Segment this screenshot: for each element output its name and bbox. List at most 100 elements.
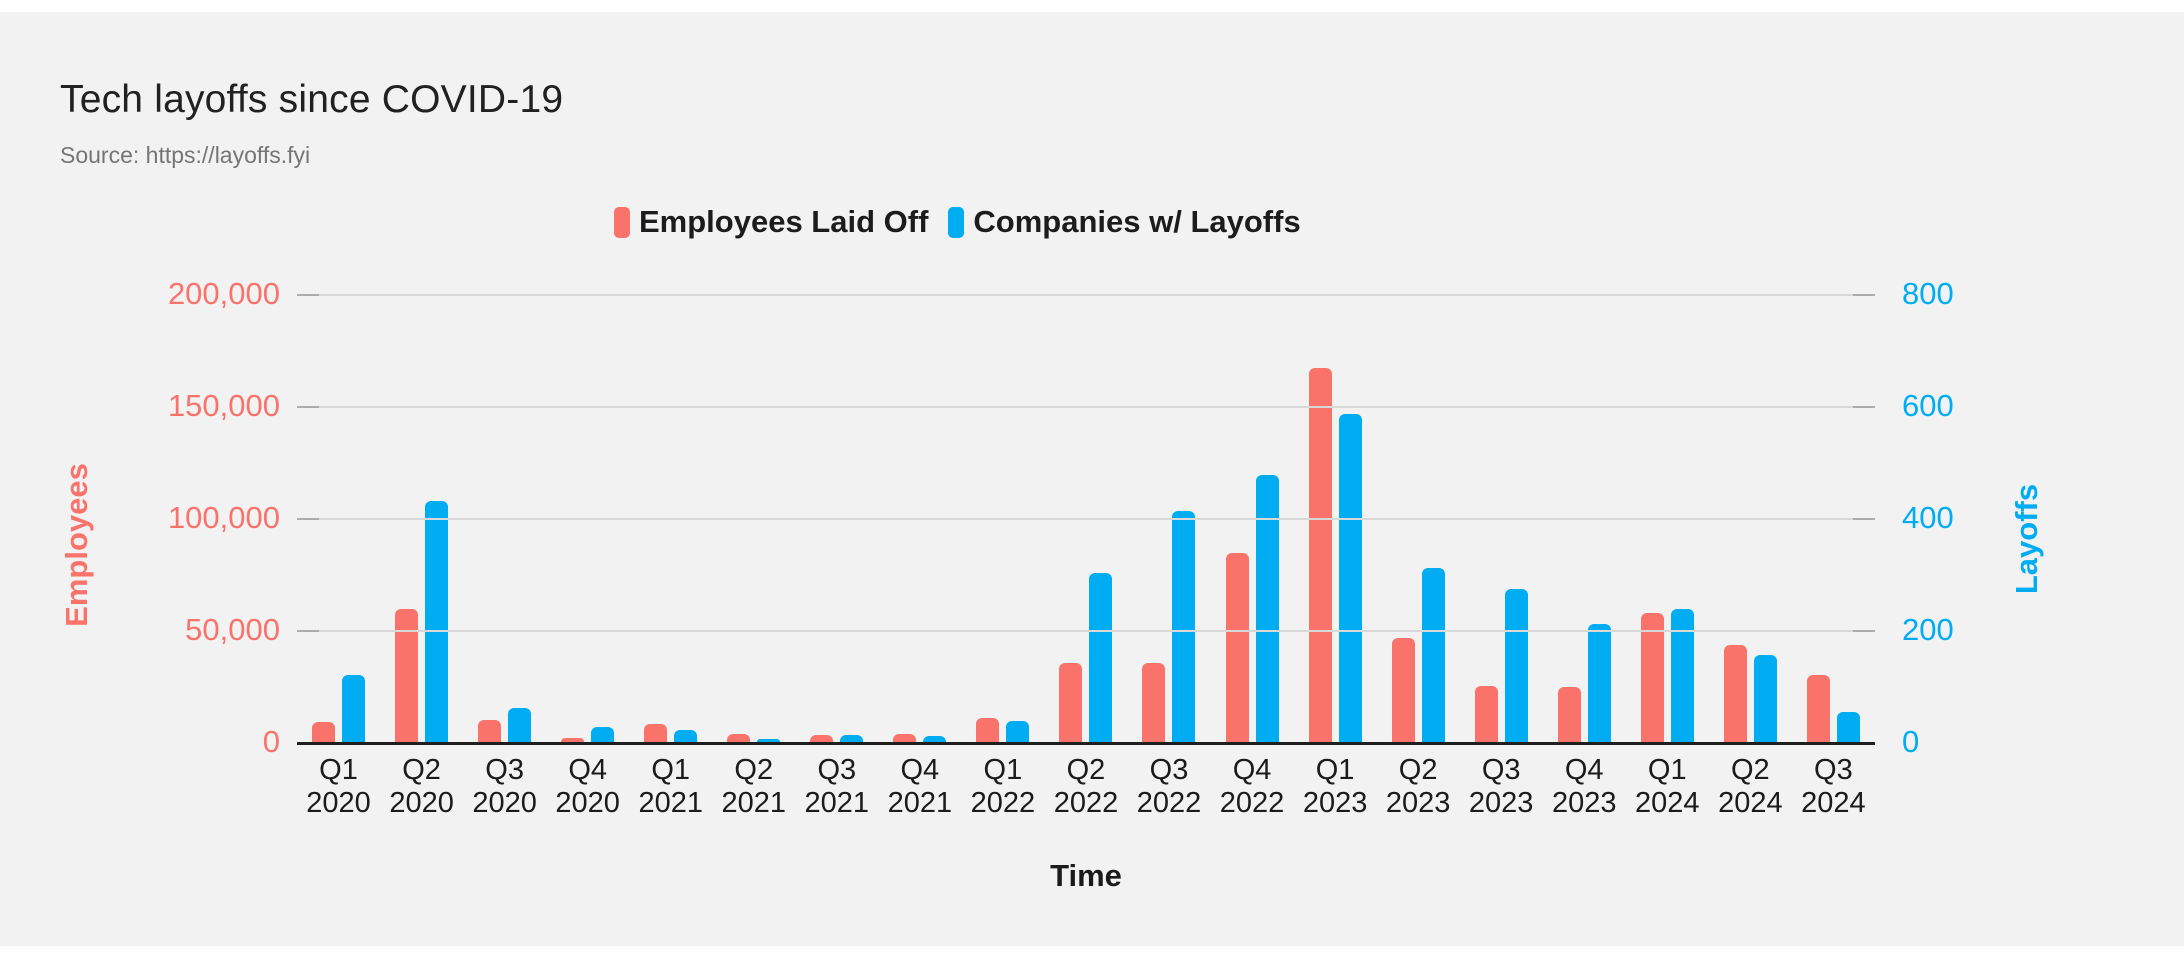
legend-item-companies[interactable]: Companies w/ Layoffs: [948, 204, 1301, 240]
left-axis-tick-mark: [297, 630, 319, 632]
bar-group-q2-2024: [1709, 294, 1792, 742]
bar-employees-q2-2020[interactable]: [395, 608, 419, 742]
x-tick-label-q1-2022: Q1 2022: [970, 754, 1036, 819]
bar-group-q3-2024: [1792, 294, 1875, 742]
left-axis-tick-mark: [297, 294, 319, 296]
bar-companies-q2-2024[interactable]: [1753, 655, 1777, 742]
layoffs-axis-tick-label: 0: [1902, 724, 1920, 759]
bar-employees-q3-2022[interactable]: [1142, 662, 1166, 742]
bar-groups: [297, 294, 1875, 742]
bar-group-q2-2021: [712, 294, 795, 742]
bar-companies-q3-2022[interactable]: [1172, 510, 1196, 742]
bar-employees-q2-2024[interactable]: [1723, 645, 1747, 742]
bar-group-q3-2020: [463, 294, 546, 742]
legend-label: Companies w/ Layoffs: [973, 204, 1301, 239]
bar-companies-q3-2023[interactable]: [1504, 589, 1528, 742]
legend-item-employees[interactable]: Employees Laid Off: [614, 204, 928, 240]
x-tick-label-q3-2022: Q3 2022: [1136, 754, 1202, 819]
bar-employees-q1-2022[interactable]: [976, 718, 1000, 742]
bar-companies-q2-2020[interactable]: [425, 501, 449, 742]
x-tick-label-q1-2021: Q1 2021: [638, 754, 703, 819]
bar-group-q2-2020: [380, 294, 463, 742]
chart-title: Tech layoffs since COVID-19: [60, 78, 564, 121]
layoffs-axis-tick-label: 600: [1902, 388, 1954, 423]
right-axis-tick-mark: [1853, 630, 1875, 632]
left-axis-tick-mark: [297, 518, 319, 520]
x-tick-label-q2-2021: Q2 2021: [721, 754, 787, 819]
chart-surface: Tech layoffs since COVID-19 Source: http…: [0, 12, 2184, 946]
legend-swatch-icon: [614, 206, 630, 238]
layoffs-axis-tick-label: 800: [1902, 276, 1954, 311]
layoffs-axis-tick-label: 400: [1902, 500, 1954, 535]
gridline: [297, 518, 1875, 520]
gridline: [297, 406, 1875, 408]
bar-companies-q4-2021[interactable]: [923, 735, 947, 742]
bar-employees-q4-2022[interactable]: [1225, 553, 1249, 742]
bar-employees-q3-2024[interactable]: [1806, 675, 1830, 742]
right-axis-tick-mark: [1853, 294, 1875, 296]
bar-group-q2-2022: [1044, 294, 1127, 742]
bar-companies-q2-2023[interactable]: [1421, 568, 1445, 742]
employees-axis-tick-label: 100,000: [167, 500, 280, 535]
employees-axis-tick-label: 50,000: [185, 612, 280, 647]
legend-swatch-icon: [948, 206, 965, 238]
bar-group-q4-2020: [546, 294, 629, 742]
bar-companies-q4-2023[interactable]: [1587, 623, 1611, 742]
employees-axis-tick-label: 0: [262, 724, 280, 759]
bar-employees-q1-2023[interactable]: [1308, 367, 1332, 742]
x-tick-label-q3-2020: Q3 2020: [472, 754, 537, 819]
bar-companies-q1-2023[interactable]: [1338, 414, 1362, 742]
x-axis-tick-labels: Q1 2020 Q2 2020 Q3 2020 Q4 2020 Q1 2021 Q2 2021 Q3 20…: [297, 754, 1875, 820]
bar-group-q2-2023: [1377, 294, 1460, 742]
bar-companies-q1-2020[interactable]: [342, 674, 366, 742]
bar-employees-q2-2023[interactable]: [1391, 638, 1415, 742]
bar-group-q3-2023: [1460, 294, 1543, 742]
layoffs-axis-tick-label: 200: [1902, 612, 1954, 647]
bar-group-q4-2022: [1211, 294, 1294, 742]
bar-companies-q1-2022[interactable]: [1006, 721, 1030, 742]
bar-group-q1-2020: [297, 294, 380, 742]
bar-group-q4-2023: [1543, 294, 1626, 742]
bar-employees-q4-2020[interactable]: [561, 737, 585, 742]
bar-companies-q2-2021[interactable]: [757, 738, 781, 742]
bar-companies-q3-2021[interactable]: [840, 735, 864, 742]
x-tick-label-q3-2023: Q3 2023: [1468, 754, 1534, 819]
x-tick-label-q4-2023: Q4 2023: [1551, 754, 1617, 819]
right-axis-tick-labels: 0 200 400 600 800: [1902, 276, 2184, 759]
x-tick-label-q3-2021: Q3 2021: [804, 754, 870, 819]
bar-companies-q1-2024[interactable]: [1670, 609, 1694, 742]
left-axis-tick-mark: [297, 406, 319, 408]
employees-axis-tick-label: 150,000: [167, 388, 280, 423]
gridline: [297, 294, 1875, 296]
x-tick-label-q3-2024: Q3 2024: [1801, 754, 1866, 819]
bar-employees-q3-2020[interactable]: [478, 719, 502, 742]
bar-employees-q4-2023[interactable]: [1557, 687, 1581, 742]
bar-group-q1-2021: [629, 294, 712, 742]
x-tick-label-q2-2020: Q2 2020: [389, 754, 454, 819]
x-tick-label-q2-2024: Q2 2024: [1718, 754, 1783, 819]
gridline: [297, 630, 1875, 632]
bar-companies-q4-2022[interactable]: [1255, 474, 1279, 742]
bar-companies-q4-2020[interactable]: [591, 726, 615, 742]
bar-companies-q1-2021[interactable]: [674, 730, 698, 742]
left-axis-tick-labels: 0 50,000 100,000 150,000 200,000: [0, 276, 280, 759]
plot-area: [297, 294, 1875, 745]
bar-companies-q3-2024[interactable]: [1836, 712, 1860, 742]
bar-employees-q3-2023[interactable]: [1474, 686, 1498, 742]
bar-employees-q1-2021[interactable]: [644, 723, 668, 742]
bar-group-q1-2023: [1294, 294, 1377, 742]
bar-employees-q2-2021[interactable]: [727, 733, 751, 742]
x-tick-label-q2-2022: Q2 2022: [1053, 754, 1119, 819]
bar-group-q1-2024: [1626, 294, 1709, 742]
bar-employees-q1-2020[interactable]: [312, 721, 336, 742]
x-tick-label-q2-2023: Q2 2023: [1385, 754, 1451, 819]
bar-companies-q3-2020[interactable]: [508, 707, 532, 742]
bar-employees-q3-2021[interactable]: [810, 735, 834, 742]
bar-companies-q2-2022[interactable]: [1089, 572, 1113, 742]
bar-group-q3-2021: [795, 294, 878, 742]
bar-employees-q1-2024[interactable]: [1640, 613, 1664, 742]
bar-employees-q4-2021[interactable]: [893, 733, 917, 742]
bar-employees-q2-2022[interactable]: [1059, 662, 1083, 742]
legend-label: Employees Laid Off: [639, 204, 929, 239]
